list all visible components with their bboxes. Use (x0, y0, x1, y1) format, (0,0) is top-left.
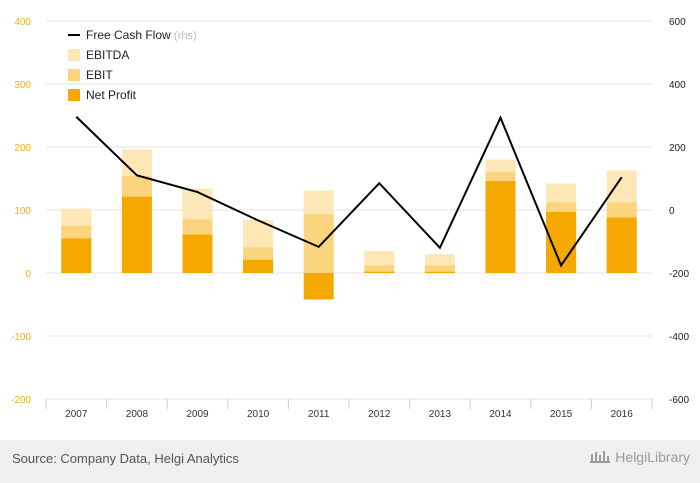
legend-label-net-profit: Net Profit (86, 88, 137, 102)
bar-net-profit-2016 (606, 217, 637, 273)
legend-label-free-cash-flow: Free Cash Flow (rhs) (86, 28, 197, 42)
footer (0, 440, 700, 483)
bar-net-profit-2008 (121, 196, 152, 273)
free-cash-flow-line (75, 115, 623, 268)
y-left-tick-label: 300 (14, 80, 31, 91)
library-icon (590, 451, 611, 463)
legend: Free Cash Flow (rhs) EBITDA EBIT Net Profit (68, 28, 197, 102)
legend-label-ebitda: EBITDA (86, 48, 129, 62)
legend-swatch-ebitda (68, 49, 80, 61)
bar-net-profit-2014 (485, 181, 516, 273)
y-left-tick-label: 100 (14, 206, 31, 217)
y-left-tick-label: 200 (14, 143, 31, 154)
y-right-tick-label: 0 (669, 206, 675, 217)
y-left-tick-label: 400 (14, 17, 31, 28)
brand-name: HelgiLibrary (615, 449, 690, 465)
y-right-tick-label: 600 (669, 17, 686, 28)
bar-net-profit-2013 (424, 271, 455, 273)
x-tick-label-2009: 2009 (186, 409, 209, 420)
y-right-tick-label: 200 (669, 143, 686, 154)
bar-ebit-2013 (424, 265, 455, 273)
bar-ebit-2011 (303, 214, 334, 273)
x-tick-label-2015: 2015 (550, 409, 573, 420)
y-right-tick-label: -400 (669, 332, 689, 343)
legend-swatch-net-profit (68, 89, 80, 101)
y-right-tick-label: -200 (669, 269, 689, 280)
bar-net-profit-2012 (364, 271, 395, 273)
x-tick-label-2012: 2012 (368, 409, 391, 420)
x-tick-label-2016: 2016 (611, 409, 634, 420)
source-note: Source: Company Data, Helgi Analytics (12, 451, 239, 466)
fcf-line (75, 115, 623, 268)
bar-net-profit-2010 (243, 259, 274, 273)
y-right-tick-label: 400 (669, 80, 686, 91)
axes: 400 300 200 100 0 -100 -200 600 400 200 0 -200 -400 -… (11, 17, 689, 420)
legend-rhs-note: (rhs) (174, 30, 197, 42)
bar-net-profit-2007 (61, 238, 92, 273)
y-left-tick-label: 0 (25, 269, 31, 280)
x-tick-label-2007: 2007 (65, 409, 88, 420)
bars (61, 149, 637, 300)
legend-swatch-ebit (68, 69, 80, 81)
legend-label-ebit: EBIT (86, 68, 113, 82)
x-tick-label-2008: 2008 (126, 409, 149, 420)
bar-net-profit-2011 (303, 273, 334, 300)
brand-logo: HelgiLibrary (589, 449, 690, 465)
bar-ebit-2012 (364, 265, 395, 273)
x-tick-label-2011: 2011 (308, 409, 330, 420)
y-right-tick-label: -600 (669, 395, 689, 406)
x-tick-label-2013: 2013 (429, 409, 452, 420)
chart: 400 300 200 100 0 -100 -200 600 400 200 0 -200 -400 -… (11, 17, 689, 420)
x-tick-label-2010: 2010 (247, 409, 270, 420)
y-left-tick-label: -100 (11, 332, 31, 343)
y-left-tick-label: -200 (11, 395, 31, 406)
bar-net-profit-2009 (182, 234, 213, 273)
x-tick-label-2014: 2014 (489, 409, 512, 420)
